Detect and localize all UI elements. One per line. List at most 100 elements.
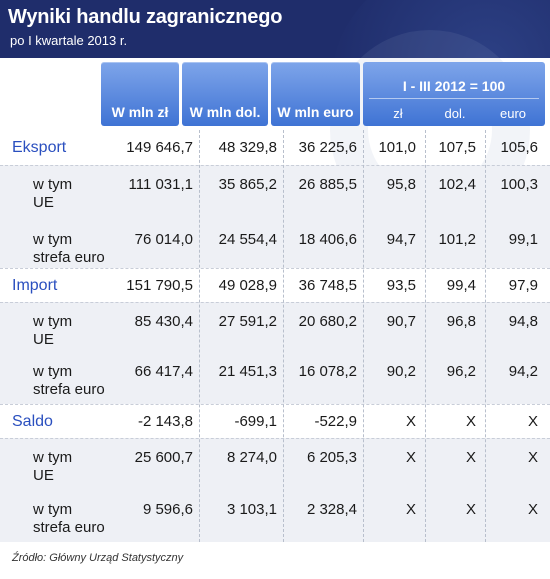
table-cell: 35 865,2: [218, 176, 277, 193]
table-row: Eksport 149 646,7 48 329,8 36 225,6 101,0 107…: [0, 130, 550, 165]
row-label-line1: w tym: [33, 449, 73, 466]
table-cell: 48 329,8: [218, 139, 277, 156]
table-cell: 101,0: [378, 139, 416, 156]
table-cell: 111 031,1: [128, 176, 193, 193]
table-cell: 94,7: [386, 231, 416, 248]
column-separator: [363, 130, 364, 542]
table-row: w tym strefa euro 9 596,6 3 103,1 2 328,4 X X X: [0, 490, 550, 542]
table-row: w tym UE 85 430,4 27 591,2 20 680,2 90,7 96,8 9…: [0, 302, 550, 352]
table-row: w tym UE 25 600,7 8 274,0 6 205,3 X X X: [0, 438, 550, 490]
column-header-label: W mln zł: [111, 104, 169, 120]
row-label-line2: UE: [33, 467, 54, 484]
table-cell: 20 680,2: [298, 313, 357, 330]
column-separator: [485, 130, 486, 542]
table-cell: 2 328,4: [306, 501, 357, 518]
table-cell: X: [527, 449, 538, 466]
table-row: Saldo -2 143,8 -699,1 -522,9 X X X: [0, 404, 550, 438]
column-header-dol: dol.: [444, 106, 466, 121]
table-cell: 16 078,2: [298, 363, 357, 380]
row-label: Eksport: [12, 139, 67, 156]
table-cell: 102,4: [438, 176, 476, 193]
table-cell: 36 225,6: [298, 139, 357, 156]
table-cell: X: [405, 413, 416, 430]
column-group-divider: [369, 98, 539, 99]
column-separator: [283, 130, 284, 542]
row-label-line1: w tym: [33, 231, 73, 248]
table-cell: 100,3: [500, 176, 538, 193]
page-title: Wyniki handlu zagranicznego: [8, 6, 283, 28]
column-header-label: W mln euro: [277, 104, 354, 120]
row-separator: [0, 404, 550, 405]
table-cell: 105,6: [500, 139, 538, 156]
table-cell: X: [465, 449, 476, 466]
column-group-label: I - III 2012 = 100: [402, 78, 506, 94]
table-cell: 9 596,6: [142, 501, 193, 518]
table-cell: 96,8: [446, 313, 476, 330]
table-row: w tym UE 111 031,1 35 865,2 26 885,5 95,8 102,…: [0, 165, 550, 220]
table-cell: X: [527, 501, 538, 518]
row-separator: [0, 165, 550, 166]
table-cell: 18 406,6: [298, 231, 357, 248]
table-cell: 90,7: [386, 313, 416, 330]
row-separator: [0, 268, 550, 269]
table-cell: 21 451,3: [218, 363, 277, 380]
table-cell: -699,1: [234, 413, 277, 430]
table-cell: 49 028,9: [218, 277, 277, 294]
table-cell: 93,5: [386, 277, 416, 294]
table-cell: 149 646,7: [126, 139, 193, 156]
table-cell: -522,9: [314, 413, 357, 430]
column-header-mln-euro: W mln euro: [271, 62, 360, 126]
table-cell: 3 103,1: [226, 501, 277, 518]
row-label-line1: w tym: [33, 363, 73, 380]
table-cell: X: [405, 449, 416, 466]
row-label-line2: UE: [33, 331, 54, 348]
column-separator: [425, 130, 426, 542]
column-header-zl: zł: [393, 106, 403, 121]
row-separator: [0, 438, 550, 439]
column-separator: [199, 130, 200, 542]
row-label-line1: w tym: [33, 501, 73, 518]
table-cell: -2 143,8: [137, 413, 193, 430]
row-label-line2: strefa euro: [33, 381, 105, 398]
table-cell: 99,1: [508, 231, 538, 248]
table-cell: 96,2: [446, 363, 476, 380]
table-row: Import 151 790,5 49 028,9 36 748,5 93,5 99,4 9…: [0, 268, 550, 302]
table-cell: X: [527, 413, 538, 430]
table-cell: X: [405, 501, 416, 518]
column-header-mln-zl: W mln zł: [101, 62, 179, 126]
row-label-line2: UE: [33, 194, 54, 211]
column-header-euro: euro: [499, 106, 527, 121]
row-label-line2: strefa euro: [33, 519, 105, 536]
column-header-mln-dol: W mln dol.: [182, 62, 268, 126]
table-row: w tym strefa euro 76 014,0 24 554,4 18 406,6…: [0, 220, 550, 268]
table-cell: 66 417,4: [134, 363, 193, 380]
table-cell: 24 554,4: [218, 231, 277, 248]
table-cell: 8 274,0: [226, 449, 277, 466]
table-cell: X: [465, 413, 476, 430]
row-label-line1: w tym: [33, 176, 73, 193]
row-label-line1: w tym: [33, 313, 73, 330]
table-cell: 94,8: [508, 313, 538, 330]
table-cell: 27 591,2: [218, 313, 277, 330]
table-cell: 26 885,5: [298, 176, 357, 193]
page-subtitle: po I kwartale 2013 r.: [10, 33, 128, 48]
table-cell: 99,4: [446, 277, 476, 294]
table-cell: 36 748,5: [298, 277, 357, 294]
table-cell: X: [465, 501, 476, 518]
table-cell: 76 014,0: [134, 231, 193, 248]
row-separator: [0, 302, 550, 303]
row-label: Saldo: [12, 413, 53, 430]
column-group-header-index: I - III 2012 = 100 zł dol. euro: [363, 62, 545, 126]
table-cell: 95,8: [386, 176, 416, 193]
row-label-line2: strefa euro: [33, 249, 105, 266]
header-banner: Wyniki handlu zagranicznego po I kwartal…: [0, 0, 550, 58]
table-cell: 90,2: [386, 363, 416, 380]
source-note: Źródło: Główny Urząd Statystyczny: [12, 552, 184, 564]
table-cell: 151 790,5: [126, 277, 193, 294]
table-cell: 107,5: [438, 139, 476, 156]
table-cell: 101,2: [438, 231, 476, 248]
table-cell: 25 600,7: [134, 449, 193, 466]
table-cell: 94,2: [508, 363, 538, 380]
table-cell: 97,9: [508, 277, 538, 294]
row-label: Import: [12, 277, 58, 294]
